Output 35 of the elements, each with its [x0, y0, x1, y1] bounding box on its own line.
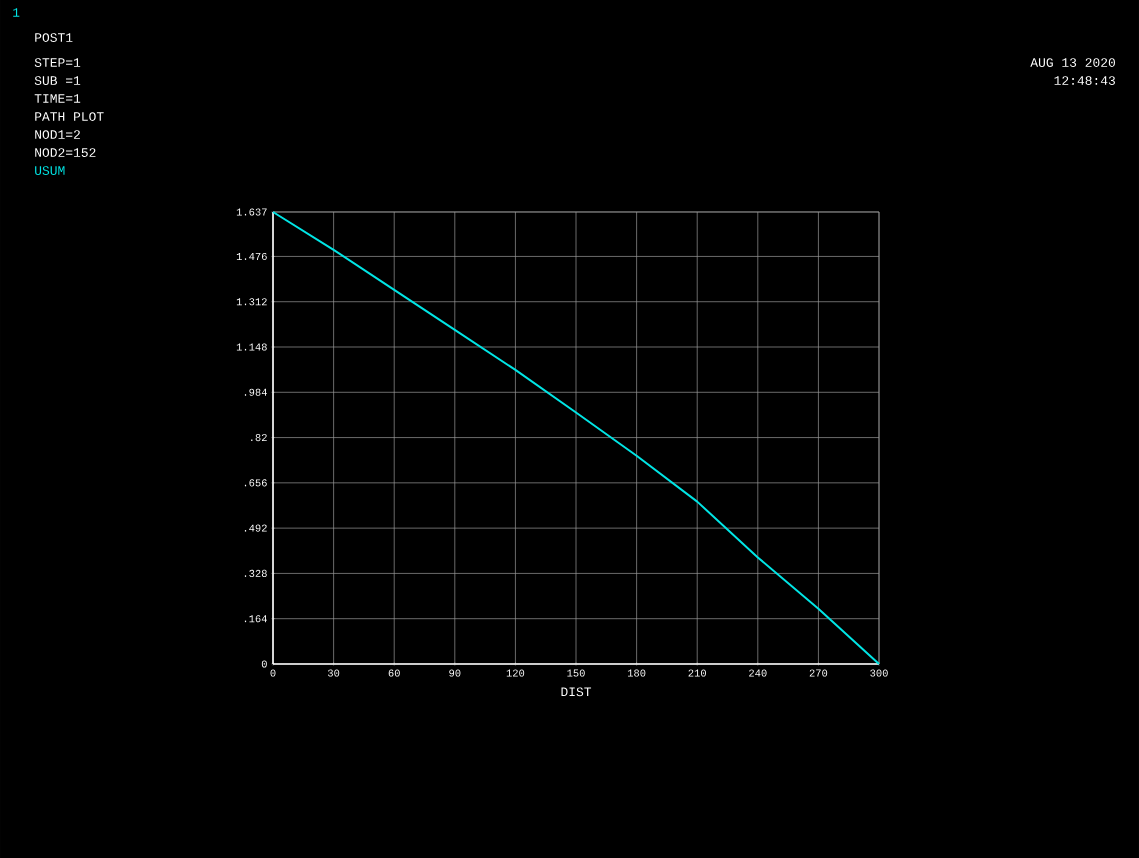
x-tick-label: 60: [388, 669, 400, 677]
x-tick-label: 30: [327, 669, 340, 677]
x-axis-title: DIST: [561, 687, 592, 697]
x-tick-label: 0: [270, 669, 276, 677]
x-tick-label: 210: [688, 669, 706, 677]
y-tick-label: .492: [244, 524, 267, 532]
x-tick-label: 180: [627, 669, 646, 677]
y-tick-label: 1.476: [236, 252, 267, 260]
text: SUB =1: [34, 76, 81, 85]
x-tick-label: 270: [809, 669, 828, 677]
y-tick-label: .82: [251, 434, 267, 442]
x-tick-label: 120: [506, 669, 525, 677]
y-tick-label: .328: [244, 569, 267, 577]
text: USUM: [35, 166, 65, 175]
text: PATH PLOT: [35, 112, 104, 121]
y-tick-label: .164: [244, 615, 267, 623]
text: NOD2=152: [35, 148, 96, 157]
text: STEP=1: [34, 58, 81, 67]
x-tick-label: 300: [870, 669, 888, 677]
y-tick-label: .656: [244, 479, 267, 487]
y-tick-label: 1.312: [236, 298, 267, 306]
x-tick-label: 150: [567, 669, 585, 677]
text: NOD1=2: [35, 130, 80, 139]
text: AUG 13 2020: [1030, 58, 1115, 67]
x-tick-label: 90: [449, 669, 461, 677]
y-tick-label: 0: [261, 660, 267, 668]
line-series: [272, 210, 881, 665]
text: 1: [13, 8, 20, 17]
y-tick-label: 1.637: [236, 208, 267, 216]
text: TIME=1: [34, 94, 81, 103]
y-tick-label: .984: [244, 388, 267, 396]
text: POST1: [35, 33, 73, 42]
text: 12:48:43: [1054, 76, 1115, 85]
y-tick-label: 1.148: [236, 343, 267, 351]
x-tick-label: 240: [749, 669, 767, 677]
